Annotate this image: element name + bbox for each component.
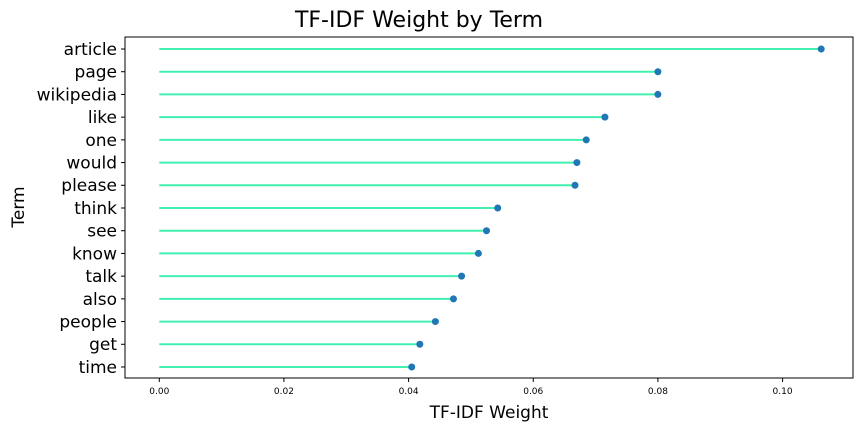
marker-please: [571, 181, 579, 189]
x-tick-label: 0.04: [399, 387, 419, 397]
marker-wikipedia: [654, 90, 662, 98]
y-tick-label-also: also: [83, 290, 117, 310]
stems-group: [159, 48, 822, 368]
y-tick-label-know: know: [72, 244, 117, 264]
marker-page: [654, 68, 662, 76]
y-tick-label-get: get: [89, 335, 117, 355]
y-tick-label-page: page: [75, 63, 117, 83]
marker-know: [474, 249, 482, 257]
marker-talk: [458, 272, 466, 280]
marker-people: [431, 318, 439, 326]
marker-get: [416, 340, 424, 348]
marker-see: [483, 227, 491, 235]
x-ticks: 0.00 0.02 0.04 0.06 0.08 0.10: [149, 378, 793, 397]
y-tick-label-like: like: [88, 108, 117, 128]
y-axis-label: Term: [9, 186, 29, 228]
x-tick-label: 0.02: [274, 387, 294, 397]
y-tick-label-article: article: [64, 40, 117, 60]
x-tick-label: 0.00: [149, 387, 169, 397]
marker-time: [408, 363, 416, 371]
marker-think: [494, 204, 502, 212]
markers-group: [408, 45, 825, 371]
y-tick-label-people: people: [59, 313, 117, 333]
chart-title: TF-IDF Weight by Term: [294, 8, 543, 33]
x-tick-label: 0.06: [523, 387, 543, 397]
marker-article: [817, 45, 825, 53]
x-tick-label: 0.10: [773, 387, 793, 397]
y-tick-label-please: please: [61, 176, 117, 196]
x-tick-label: 0.08: [648, 387, 668, 397]
y-tick-label-talk: talk: [85, 267, 117, 287]
marker-would: [573, 159, 581, 167]
y-tick-label-wikipedia: wikipedia: [37, 85, 117, 105]
y-tick-label-one: one: [85, 131, 117, 151]
y-tick-label-time: time: [79, 358, 117, 378]
y-tick-label-see: see: [87, 222, 117, 242]
x-axis-label: TF-IDF Weight: [429, 403, 549, 423]
marker-one: [582, 136, 590, 144]
y-tick-label-would: would: [66, 154, 117, 174]
marker-also: [449, 295, 457, 303]
y-tick-label-think: think: [74, 199, 117, 219]
marker-like: [601, 113, 609, 121]
